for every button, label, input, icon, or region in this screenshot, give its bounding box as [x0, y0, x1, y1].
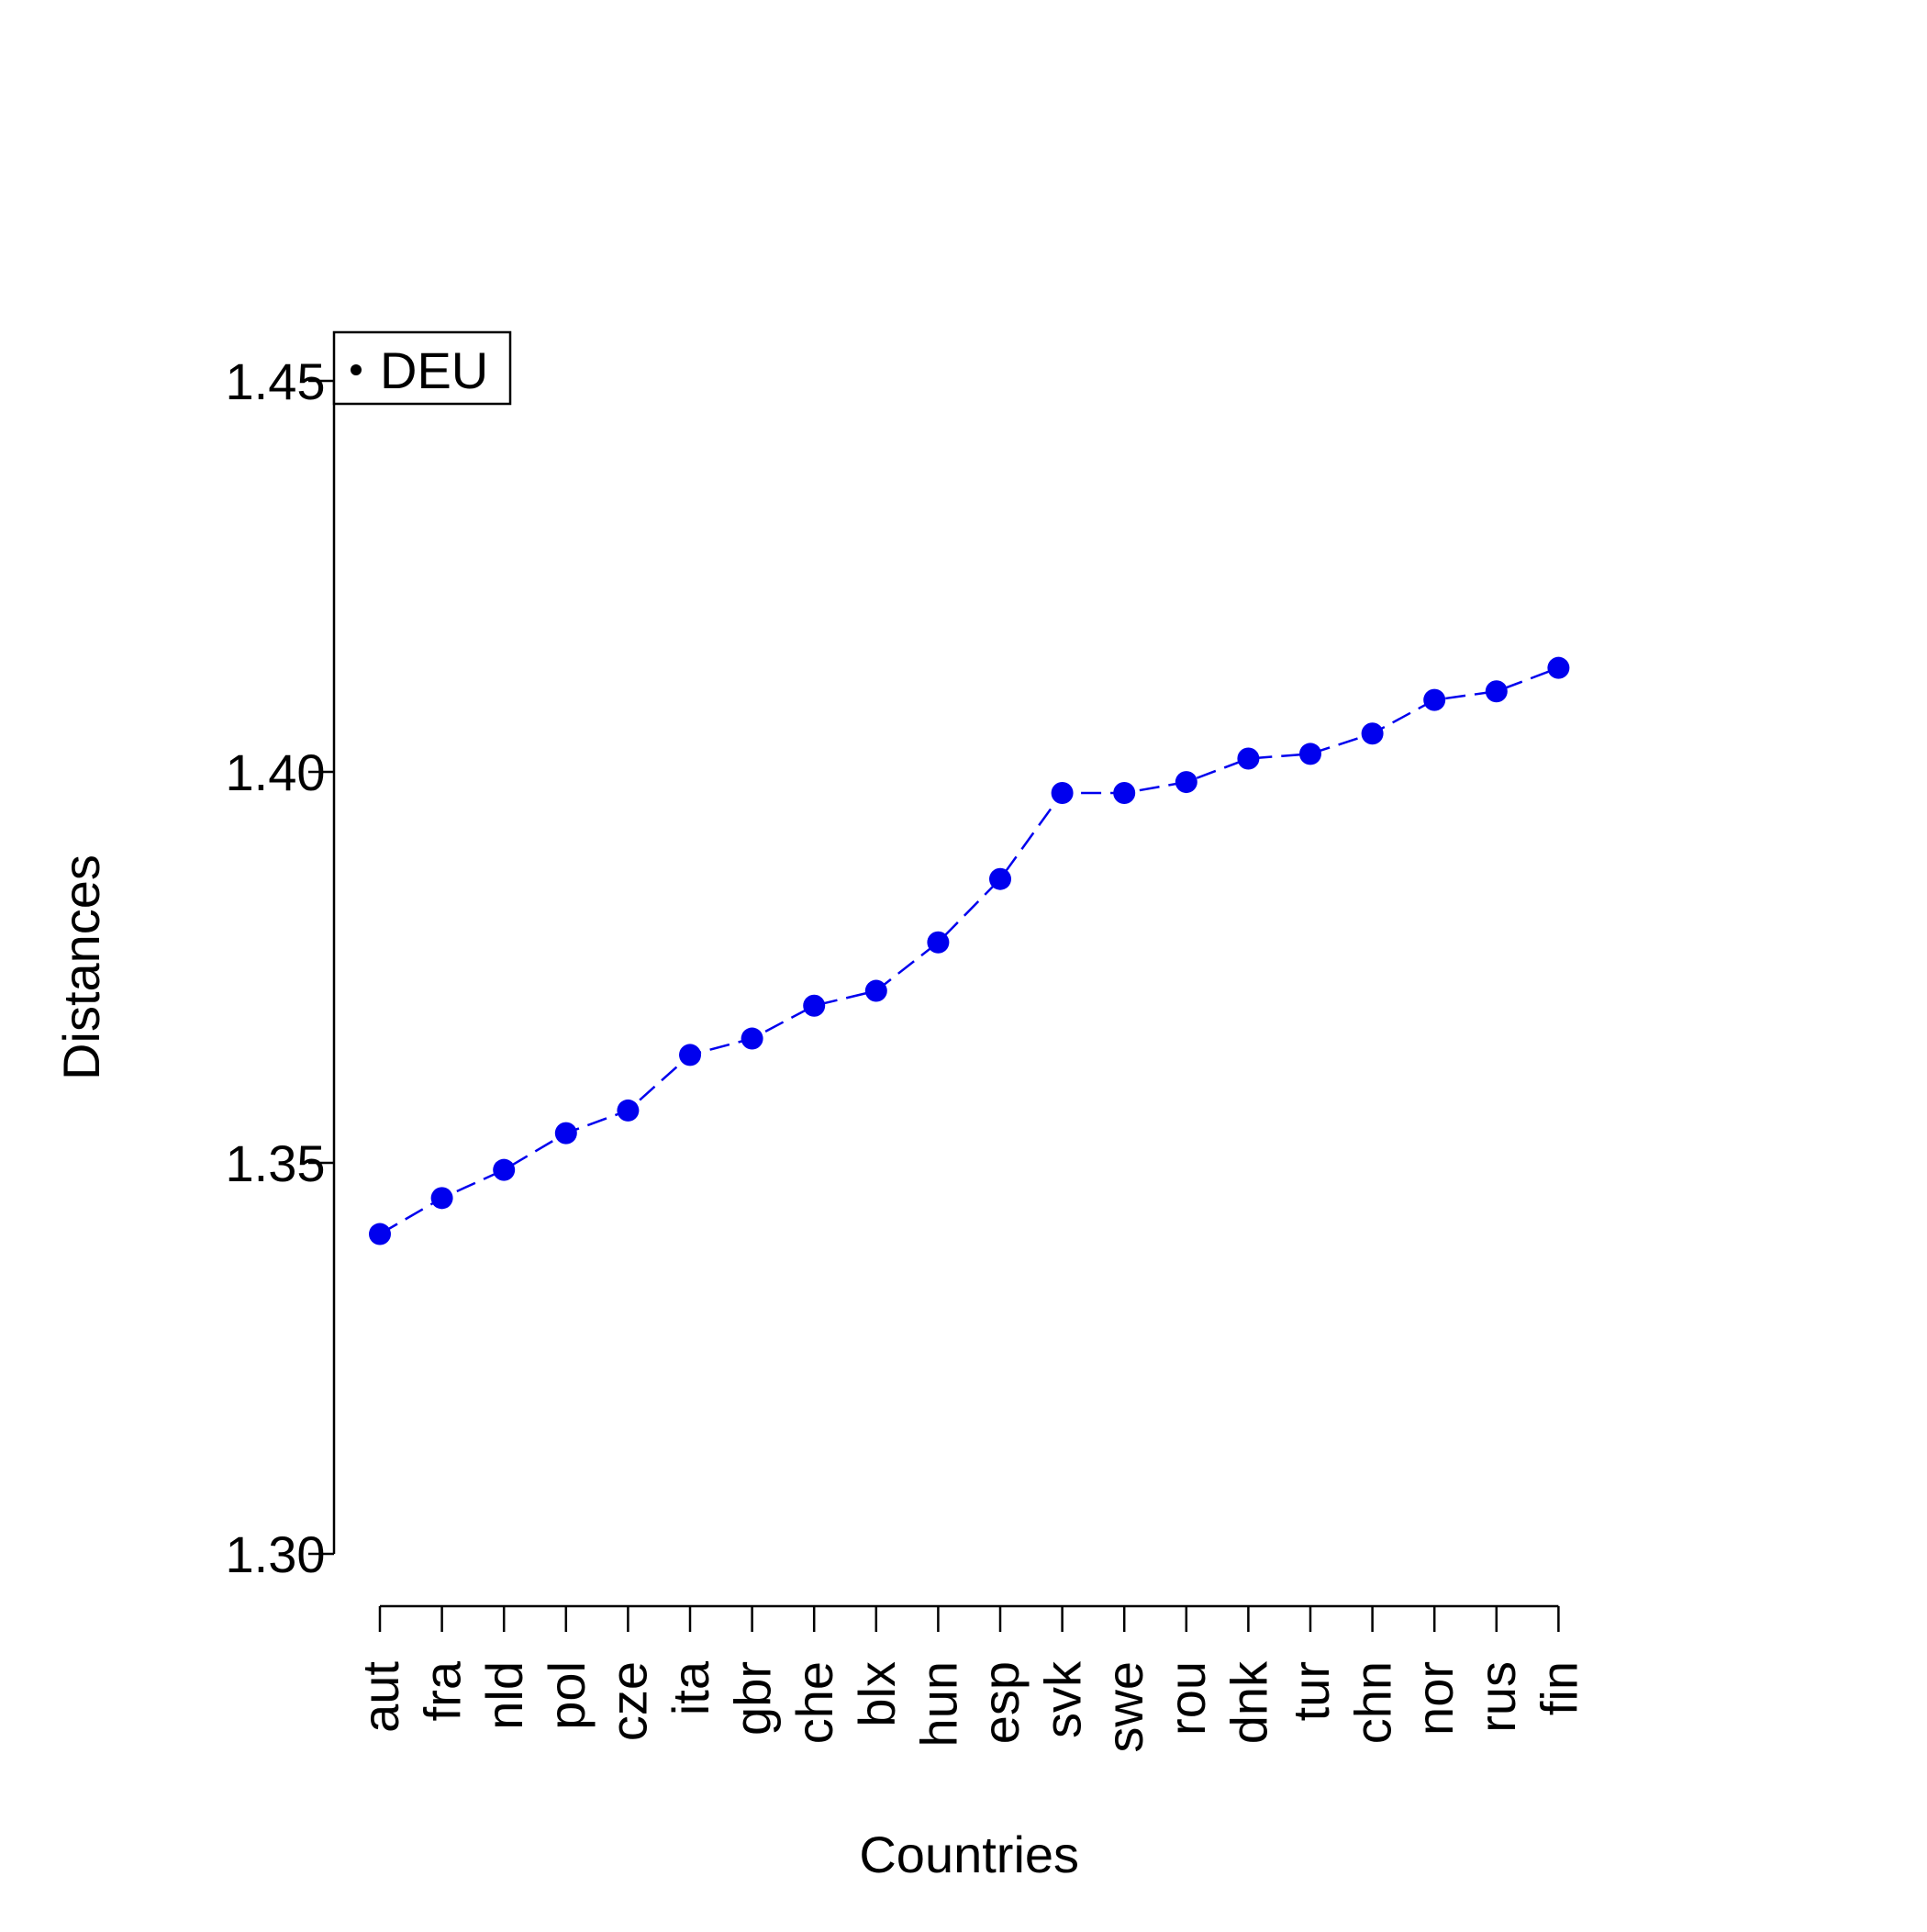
y-tick-label: 1.30 — [226, 1525, 326, 1583]
data-point-dnk — [1237, 747, 1260, 770]
legend-marker — [351, 364, 362, 375]
x-tick-label: esp — [972, 1661, 1030, 1744]
data-point-ita — [679, 1044, 701, 1067]
x-tick-label: fra — [414, 1660, 472, 1721]
data-point-nld — [493, 1158, 516, 1181]
x-tick-label: nor — [1406, 1661, 1464, 1736]
y-tick-label: 1.35 — [226, 1134, 326, 1192]
y-tick-label: 1.40 — [226, 743, 326, 801]
legend-box — [332, 330, 512, 406]
x-tick-label: blx — [848, 1661, 906, 1727]
x-tick-label: fin — [1530, 1661, 1587, 1715]
x-tick-label: pol — [538, 1661, 596, 1730]
x-tick-label: ita — [662, 1660, 719, 1715]
x-axis-title: Countries — [859, 1826, 1079, 1883]
x-tick-label: che — [785, 1661, 843, 1744]
x-tick-label: cze — [599, 1661, 657, 1741]
series-layer — [369, 656, 1570, 1245]
data-point-aut — [369, 1223, 391, 1245]
data-point-rou — [1175, 771, 1197, 794]
data-point-nor — [1423, 688, 1446, 711]
data-point-esp — [989, 867, 1011, 890]
x-tick-label: rus — [1468, 1661, 1526, 1733]
x-tick-label: tur — [1282, 1661, 1340, 1721]
y-tick-label: 1.45 — [226, 352, 326, 410]
x-tick-label: nld — [475, 1661, 533, 1730]
data-point-tur — [1299, 743, 1321, 765]
data-point-fin — [1547, 656, 1570, 679]
data-point-rus — [1485, 680, 1508, 703]
x-tick-label: svk — [1034, 1660, 1092, 1738]
x-tick-label: swe — [1096, 1661, 1153, 1753]
y-axis: 1.30 1.35 1.40 1.45 — [226, 352, 336, 1583]
x-axis: aut fra nld pol cze ita gbr che blx hun esp svk swe r… — [351, 1604, 1587, 1753]
data-point-che — [803, 994, 826, 1017]
data-point-pol — [554, 1122, 577, 1145]
data-point-fra — [430, 1187, 453, 1210]
legend: DEU — [332, 330, 512, 406]
data-point-blx — [864, 979, 887, 1002]
data-point-swe — [1113, 782, 1136, 805]
x-tick-label: dnk — [1220, 1660, 1277, 1744]
x-tick-label: hun — [909, 1661, 967, 1747]
x-tick-label: chn — [1344, 1661, 1402, 1744]
legend-label: DEU — [380, 341, 488, 399]
y-axis-title: Distances — [52, 854, 110, 1080]
x-tick-label: aut — [351, 1661, 409, 1733]
series-line — [379, 666, 1559, 1235]
data-point-chn — [1361, 722, 1384, 745]
data-point-gbr — [741, 1027, 763, 1050]
data-point-hun — [927, 931, 950, 954]
data-point-svk — [1051, 782, 1074, 805]
x-tick-label: gbr — [724, 1661, 782, 1736]
x-tick-label: rou — [1158, 1661, 1216, 1736]
data-point-cze — [617, 1099, 640, 1122]
